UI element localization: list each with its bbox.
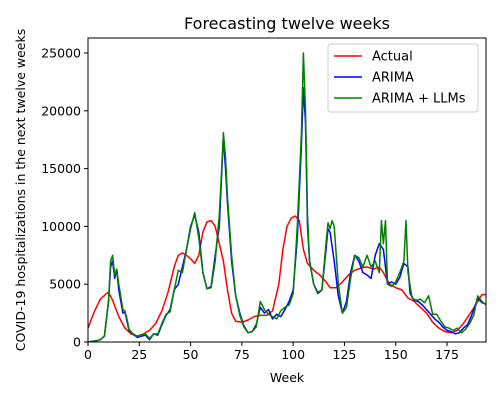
chart-title: Forecasting twelve weeks bbox=[184, 14, 390, 33]
y-axis-label: COVID-19 hospitalizations in the next tw… bbox=[13, 29, 28, 351]
x-tick-label: 75 bbox=[234, 347, 250, 362]
x-axis-label: Week bbox=[270, 370, 305, 385]
y-tick-label: 25000 bbox=[41, 46, 81, 61]
legend-box bbox=[327, 43, 479, 113]
x-tick-label: 125 bbox=[333, 347, 357, 362]
x-tick-label: 50 bbox=[183, 347, 199, 362]
y-tick-label: 10000 bbox=[41, 219, 81, 234]
x-tick-label: 150 bbox=[384, 347, 408, 362]
y-tick-label: 5000 bbox=[49, 277, 81, 292]
x-tick-label: 0 bbox=[84, 347, 92, 362]
plot-frame bbox=[87, 37, 487, 343]
series-line-arima bbox=[88, 86, 486, 342]
legend-entry: ARIMA bbox=[372, 71, 414, 86]
series-line-actual bbox=[88, 215, 486, 337]
series-line-arima-llms bbox=[88, 52, 486, 342]
y-tick-label: 20000 bbox=[41, 103, 81, 118]
legend-entry: ARIMA + LLMs bbox=[372, 92, 466, 107]
x-tick-label: 175 bbox=[435, 347, 459, 362]
legend: Actual ARIMA ARIMA + LLMs bbox=[327, 43, 479, 113]
y-tick-label: 15000 bbox=[41, 161, 81, 176]
x-tick-label: 25 bbox=[131, 347, 147, 362]
legend-entry: Actual bbox=[372, 50, 413, 65]
x-tick-label: 100 bbox=[281, 347, 305, 362]
y-tick-label: 0 bbox=[73, 335, 81, 350]
series-lines bbox=[88, 52, 486, 342]
y-axis: 0 5000 10000 15000 20000 25000 bbox=[41, 46, 88, 350]
x-axis: 0 25 50 75 100 125 150 175 bbox=[84, 342, 459, 362]
